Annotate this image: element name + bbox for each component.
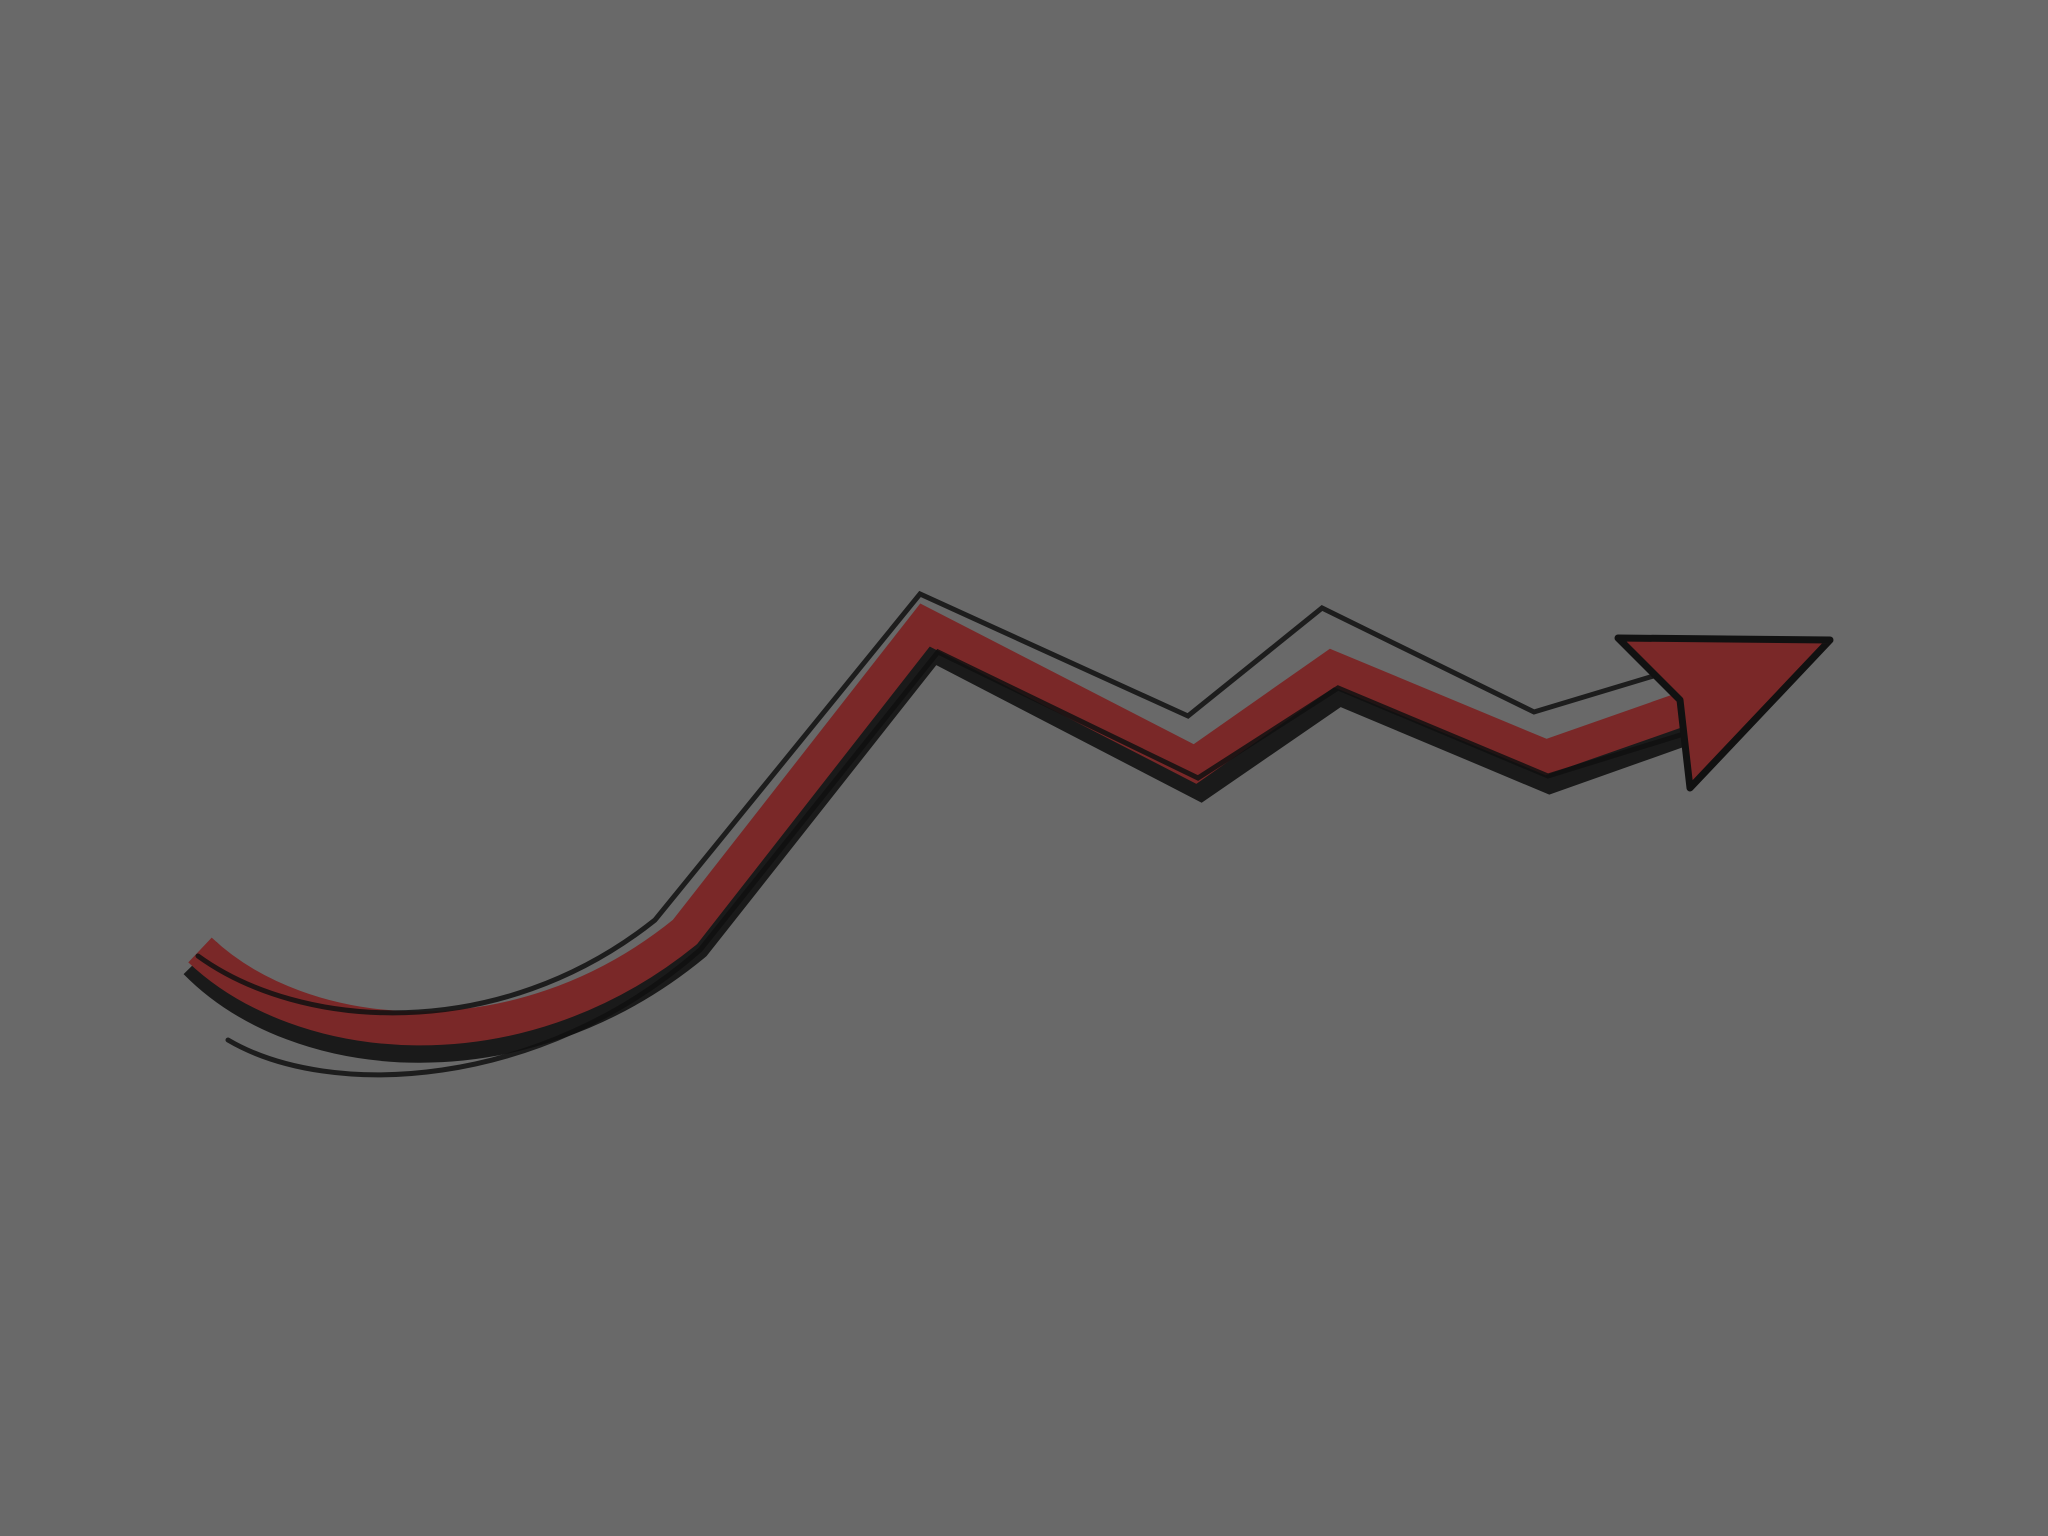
arrow-shaft xyxy=(188,603,1706,1046)
arrow-shaft-top-edge xyxy=(195,590,1683,1016)
arrowhead xyxy=(1614,634,1834,792)
arrow-shaft-bottom-edge xyxy=(225,648,1693,1078)
trend-arrow-icon xyxy=(183,590,1834,1078)
